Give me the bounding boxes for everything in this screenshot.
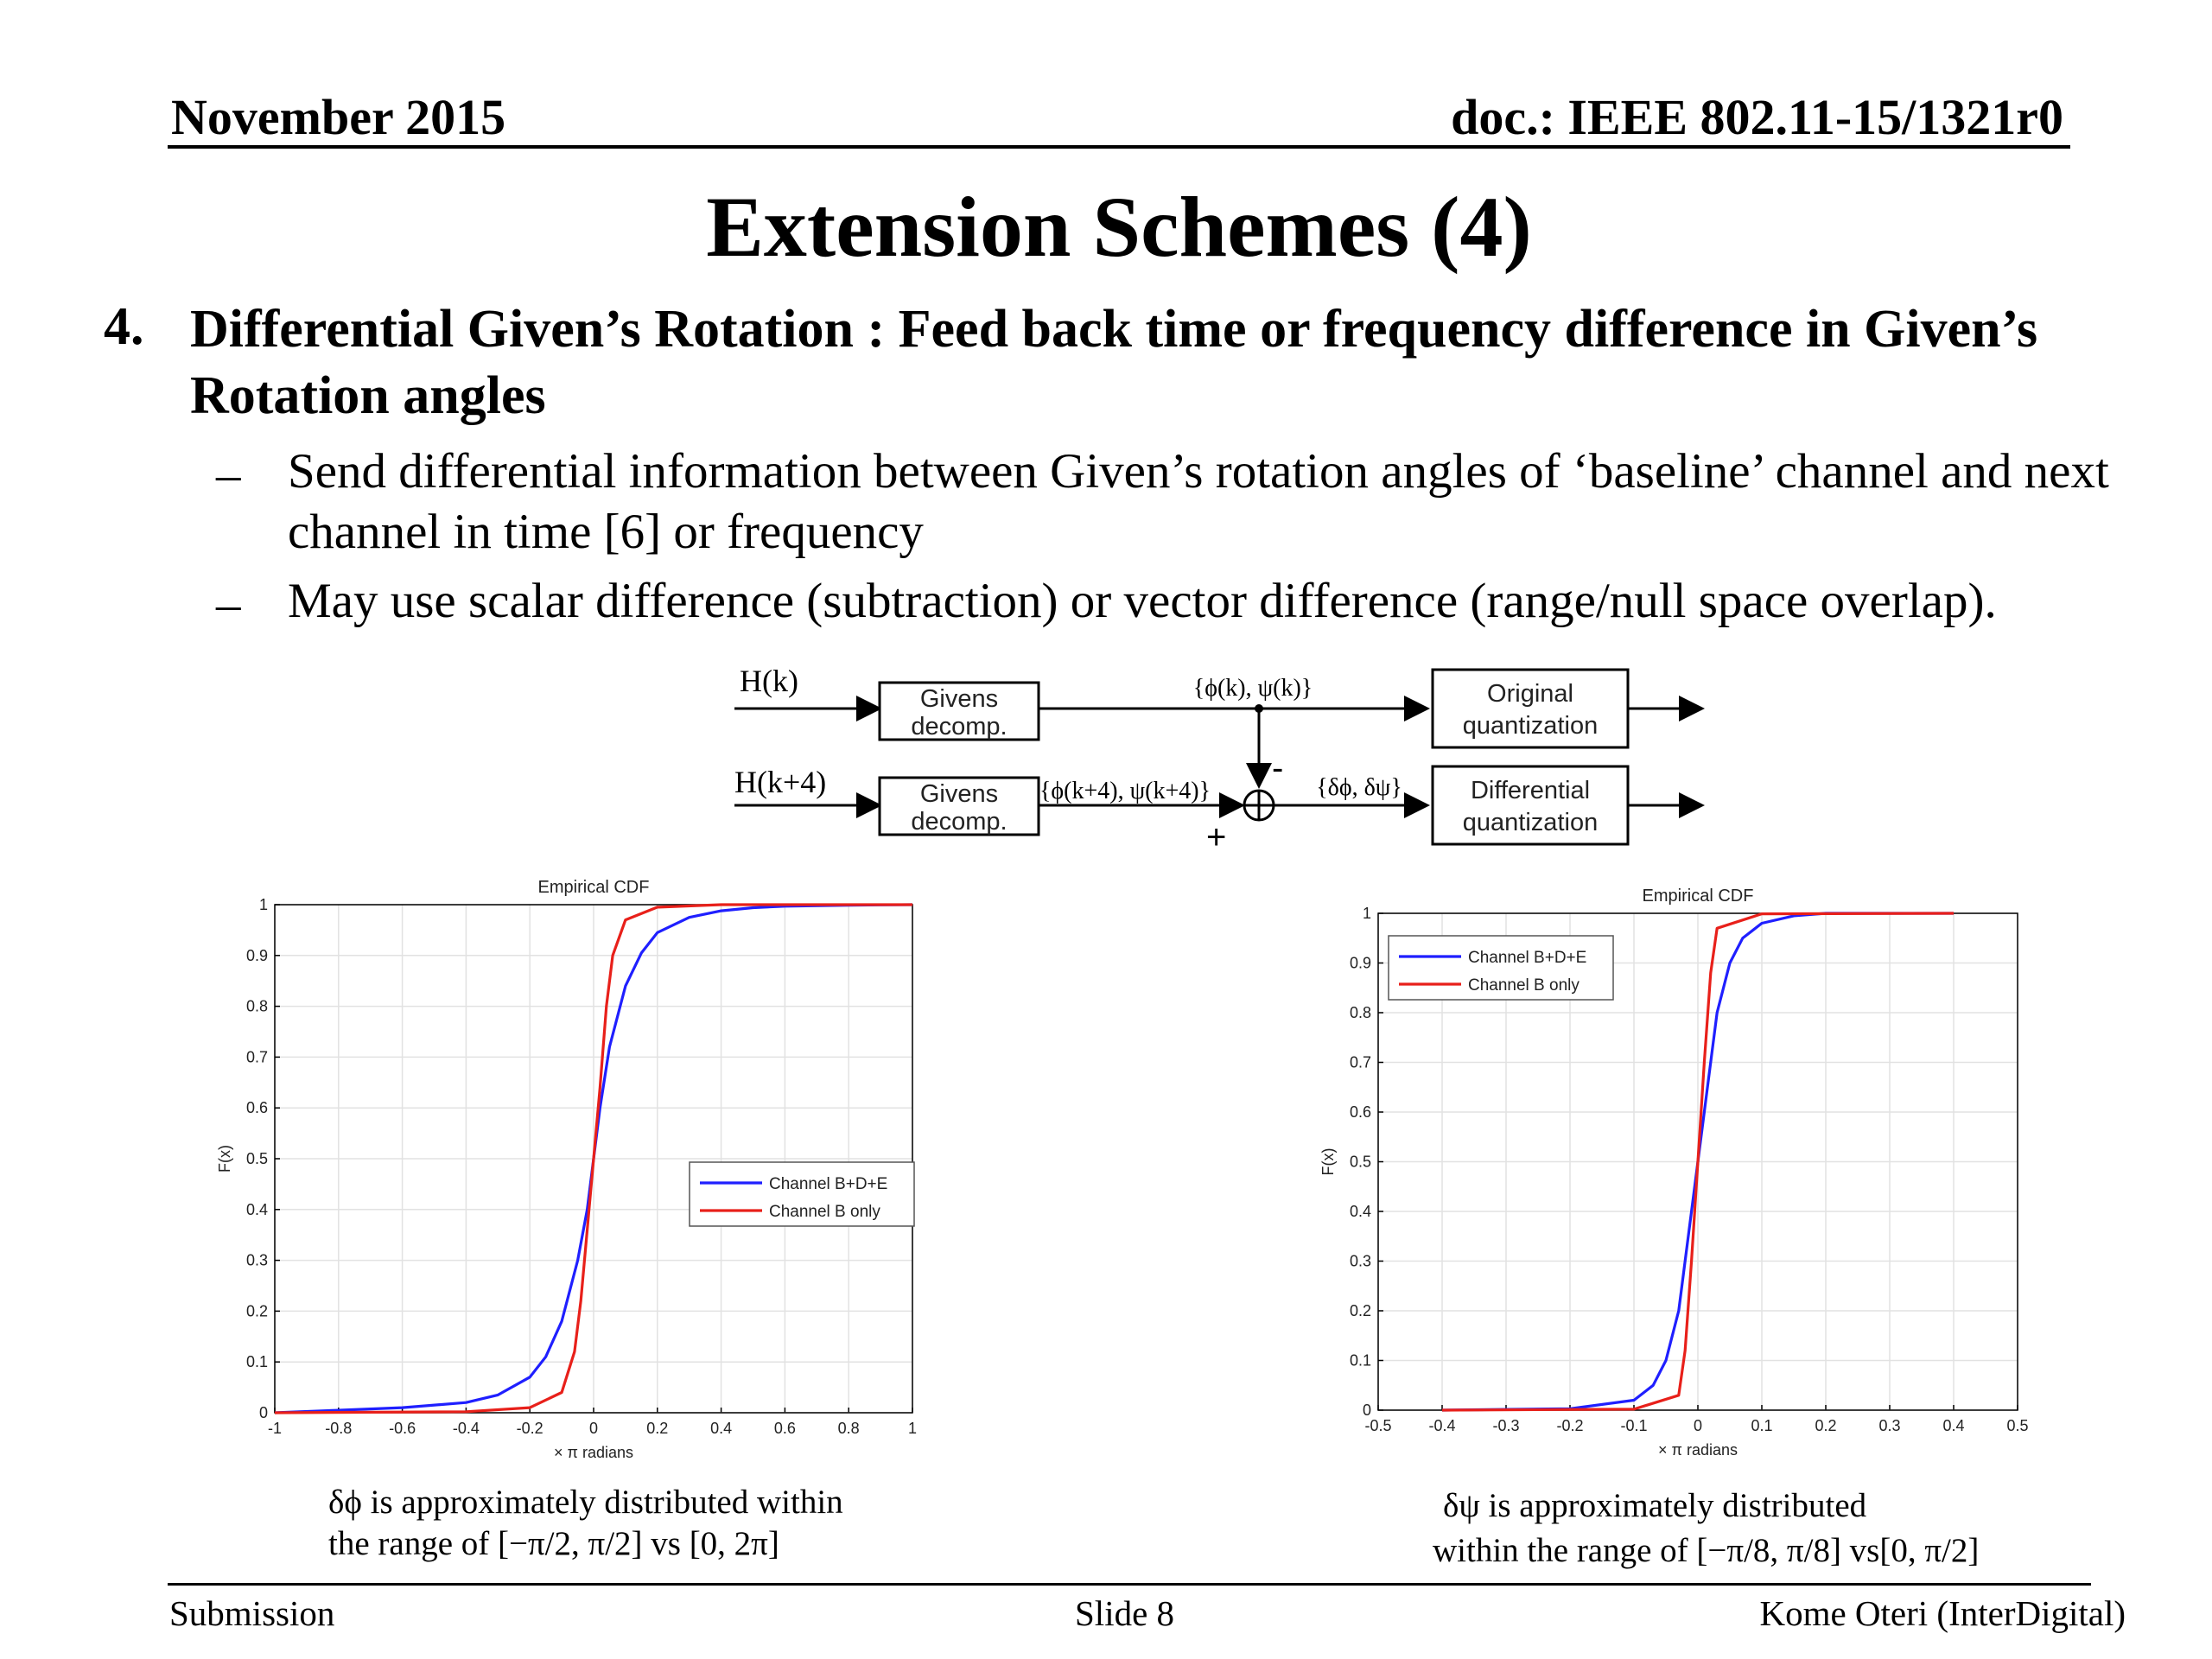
legend-label: Channel B+D+E	[769, 1175, 887, 1193]
y-tick-label: 0.4	[246, 1201, 268, 1218]
input-hk-label: H(k)	[740, 664, 798, 698]
x-tick-label: -1	[268, 1420, 282, 1437]
y-tick-label: 0.2	[246, 1302, 268, 1319]
chart-title: Empirical CDF	[1643, 887, 1754, 906]
x-axis-label: × π radians	[1658, 1441, 1738, 1459]
x-tick-label: -0.1	[1620, 1417, 1647, 1434]
plot-frame	[274, 904, 913, 1414]
footer-author: Kome Oteri (InterDigital)	[1759, 1593, 2126, 1633]
signal-diff-label: {δϕ, δψ}	[1316, 774, 1402, 801]
series-line-channel-bde	[1441, 912, 1954, 1412]
plus-sign: +	[1206, 818, 1226, 856]
x-tick-label: 0.3	[1878, 1417, 1900, 1434]
input-hk4-label: H(k+4)	[734, 765, 826, 799]
givens-bottom-line1: Givens	[920, 780, 998, 808]
differential-box-line1: Differential	[1471, 777, 1590, 804]
y-tick-label: 0.9	[246, 947, 268, 964]
legend-label: Channel B only	[769, 1203, 880, 1221]
x-tick-label: 0	[1694, 1417, 1702, 1434]
y-tick-label: 0.5	[246, 1150, 268, 1167]
y-tick-label: 0.4	[1350, 1203, 1371, 1220]
y-tick-label: 0	[259, 1404, 268, 1421]
x-tick-label: -0.2	[1556, 1417, 1583, 1434]
x-tick-label: 0.2	[646, 1420, 668, 1437]
y-tick-label: 0.8	[246, 998, 268, 1015]
cdf-chart-delta-phi: Empirical CDF -1 -0.8 -0.6 -0.4 -0.2 0 0.2 0.4 0.…	[216, 878, 917, 1461]
y-tick-label: 0.1	[246, 1353, 268, 1370]
givens-top-line1: Givens	[920, 685, 998, 713]
y-tick-label: 0.5	[1350, 1154, 1371, 1171]
sub-point-text: Send differential information between Gi…	[288, 444, 2109, 559]
minus-sign: -	[1272, 749, 1283, 787]
slide-title: Extension Schemes (4)	[706, 179, 1532, 275]
x-tick-label: 0.6	[774, 1420, 796, 1437]
x-tick-label: 0	[589, 1420, 598, 1437]
differential-box-line2: quantization	[1463, 809, 1598, 836]
sub-point-text: May use scalar difference (subtraction) …	[288, 574, 1997, 628]
y-axis-label: F(x)	[216, 1145, 233, 1173]
header-date: November 2015	[171, 89, 506, 145]
block-diagram: H(k) H(k+4) Givens decomp. Givens decomp…	[734, 664, 1705, 856]
caption-left-line2: the range of [−π/2, π/2] vs [0, 2π]	[328, 1525, 779, 1562]
main-point-number: 4.	[104, 297, 144, 356]
legend-label: Channel B only	[1468, 976, 1580, 995]
x-tick-label: -0.3	[1492, 1417, 1519, 1434]
series-line-channel-b-only	[1441, 912, 1955, 1412]
x-tick-label: 0.4	[710, 1420, 732, 1437]
y-tick-label: 0.3	[246, 1252, 268, 1269]
original-box-line2: quantization	[1463, 712, 1598, 740]
x-tick-label: -0.5	[1364, 1417, 1391, 1434]
y-tick-label: 1	[1363, 905, 1371, 922]
chart-title: Empirical CDF	[538, 878, 650, 897]
y-tick-label: 0.2	[1350, 1302, 1371, 1319]
plot-frame	[1377, 912, 2018, 1411]
givens-top-line2: decomp.	[911, 713, 1007, 741]
y-tick-label: 0.8	[1350, 1004, 1371, 1021]
footer-submission: Submission	[169, 1593, 335, 1633]
caption-right-line1: δψ is approximately distributed	[1443, 1487, 1867, 1524]
differential-quantization-box	[1431, 765, 1630, 846]
x-axis-label: × π radians	[554, 1444, 633, 1461]
x-tick-label: -0.4	[453, 1420, 480, 1437]
footer-divider	[168, 1583, 2091, 1586]
cdf-chart-delta-psi: Empirical CDF -0.5 -0.4 -0.3 -0.2 -0.1 0 0.1 0.2…	[1319, 887, 2029, 1459]
sub-point-dash: –	[216, 448, 241, 502]
legend-box	[689, 1161, 915, 1227]
x-tick-label: -0.4	[1428, 1417, 1455, 1434]
y-tick-label: 0.7	[1350, 1054, 1371, 1071]
y-tick-label: 0.9	[1350, 955, 1371, 972]
x-tick-label: 1	[908, 1420, 917, 1437]
x-tick-label: 0.1	[1751, 1417, 1772, 1434]
signal-top-label: {ϕ(k), ψ(k)}	[1193, 675, 1313, 702]
y-tick-label: 0.1	[1350, 1352, 1371, 1370]
y-tick-label: 0.6	[1350, 1103, 1371, 1121]
y-tick-label: 0	[1363, 1402, 1371, 1419]
legend-box	[1388, 935, 1614, 1001]
y-tick-label: 1	[259, 896, 268, 913]
x-tick-label: 0.8	[838, 1420, 860, 1437]
y-axis-label: F(x)	[1319, 1148, 1337, 1176]
sub-point-dash: –	[216, 577, 241, 632]
givens-box-top	[878, 681, 1040, 741]
caption-right-line2: within the range of [−π/8, π/8] vs[0, π/…	[1433, 1532, 1980, 1569]
x-tick-label: 0.2	[1815, 1417, 1836, 1434]
original-box-line1: Original	[1487, 680, 1573, 708]
y-tick-label: 0.3	[1350, 1253, 1371, 1270]
header-divider	[168, 145, 2070, 149]
series-line-channel-b-only	[274, 903, 912, 1414]
x-tick-label: 0.5	[2006, 1417, 2028, 1434]
x-tick-label: -0.6	[389, 1420, 416, 1437]
footer-slide-number: Slide 8	[1075, 1593, 1175, 1633]
main-point-text: Differential Given’s Rotation : Feed bac…	[190, 300, 2038, 425]
header-doc-id: doc.: IEEE 802.11-15/1321r0	[1451, 89, 2063, 145]
y-tick-label: 0.7	[246, 1048, 268, 1065]
givens-bottom-line2: decomp.	[911, 808, 1007, 836]
legend-label: Channel B+D+E	[1468, 949, 1586, 967]
signal-bottom-label: {ϕ(k+4), ψ(k+4)}	[1039, 778, 1211, 804]
x-tick-label: -0.2	[517, 1420, 543, 1437]
x-tick-label: 0.4	[1942, 1417, 1964, 1434]
x-tick-label: -0.8	[325, 1420, 352, 1437]
caption-left-line1: δϕ is approximately distributed within	[328, 1484, 843, 1521]
y-tick-label: 0.6	[246, 1099, 268, 1116]
